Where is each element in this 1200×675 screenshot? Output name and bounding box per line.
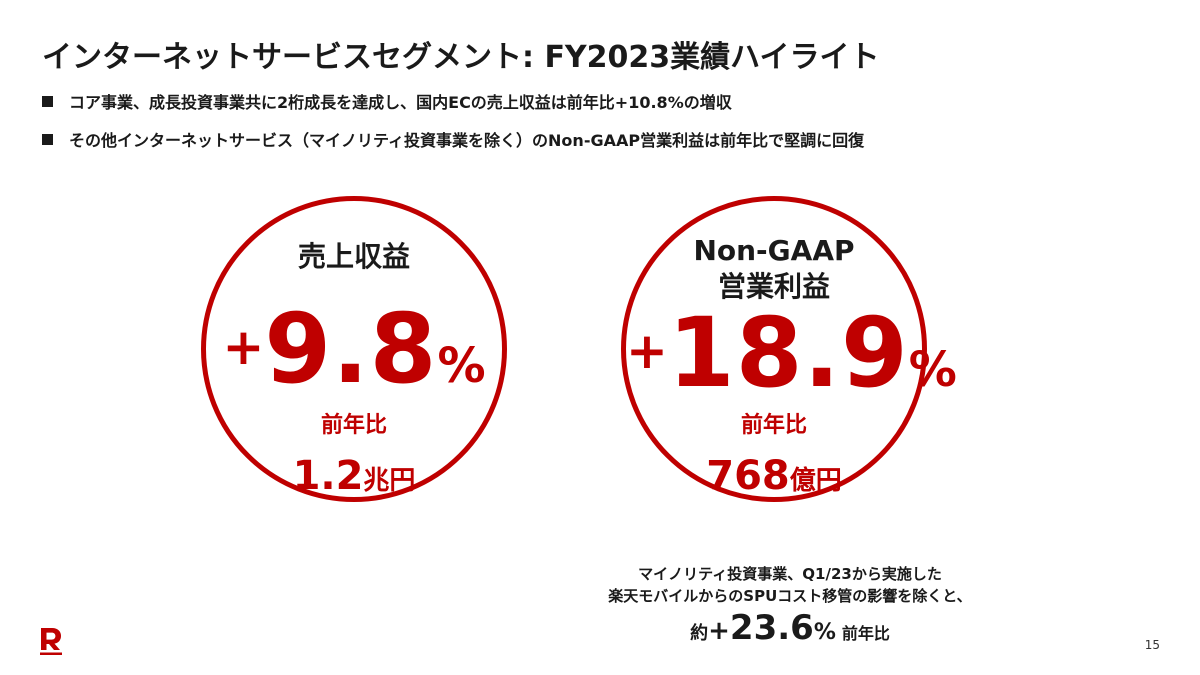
revenue-label: 売上収益 (297, 240, 410, 273)
square-bullet-icon (42, 133, 53, 145)
bullet-list: コア事業、成長投資事業共に2桁成長を達成し、国内ECの売上収益は前年比+10.8… (42, 90, 864, 166)
revenue-amount: 1.2兆円 (206, 453, 502, 499)
operating-income-growth: +18.9% (626, 297, 957, 409)
revenue-yoy-label: 前年比 (320, 413, 387, 438)
rakuten-r-logo-icon (40, 628, 62, 655)
note-line: 楽天モバイルからのSPUコスト移管の影響を除くと、 (608, 587, 972, 605)
bullet-item: コア事業、成長投資事業共に2桁成長を達成し、国内ECの売上収益は前年比+10.8… (42, 90, 864, 112)
bullet-text: コア事業、成長投資事業共に2桁成長を達成し、国内ECの売上収益は前年比+10.8… (69, 93, 732, 112)
revenue-growth-percent: % (437, 338, 486, 394)
operating-income-amount: 768億円 (626, 453, 922, 499)
note-line: マイノリティ投資事業、Q1/23から実施した (638, 565, 942, 583)
revenue-growth: +9.8% (206, 293, 502, 405)
bullet-item: その他インターネットサービス（マイノリティ投資事業を除く）のNon-GAAP営業… (42, 128, 864, 150)
adjusted-growth-suffix: 前年比 (841, 624, 890, 643)
adjusted-growth-sign: + (708, 616, 730, 646)
operating-income-growth-value: 18.9 (667, 297, 909, 409)
operating-income-growth-percent: % (908, 342, 957, 398)
adjusted-growth-figure: 約+23.6% 前年比 (560, 608, 1020, 648)
operating-income-circle: Non-GAAP 営業利益 +18.9% 前年比 768億円 (621, 196, 957, 502)
page-number: 15 (1144, 638, 1160, 652)
revenue-growth-sign: + (222, 318, 265, 376)
operating-income-amount-value: 768 (706, 453, 790, 499)
adjusted-growth-value: 23.6 (729, 608, 814, 648)
slide-title: インターネットサービスセグメント: FY2023業績ハイライト (42, 40, 880, 75)
revenue-growth-value: 9.8 (264, 293, 438, 405)
bullet-text: その他インターネットサービス（マイノリティ投資事業を除く）のNon-GAAP営業… (69, 131, 865, 150)
operating-income-growth-sign: + (626, 322, 668, 380)
square-bullet-icon (42, 95, 53, 107)
operating-income-label-line2: 営業利益 (717, 270, 830, 303)
adjusted-growth-percent: % (813, 620, 836, 645)
revenue-circle: 売上収益 +9.8% 前年比 1.2兆円 (201, 196, 507, 502)
operating-income-label-line1: Non-GAAP (693, 234, 855, 267)
revenue-amount-unit: 兆円 (363, 466, 416, 496)
revenue-amount-value: 1.2 (292, 453, 364, 499)
operating-income-yoy-label: 前年比 (740, 413, 807, 438)
adjusted-growth-prefix: 約 (690, 623, 709, 644)
adjusted-growth-note: マイノリティ投資事業、Q1/23から実施した 楽天モバイルからのSPUコスト移管… (560, 563, 1020, 607)
operating-income-amount-unit: 億円 (789, 466, 842, 496)
